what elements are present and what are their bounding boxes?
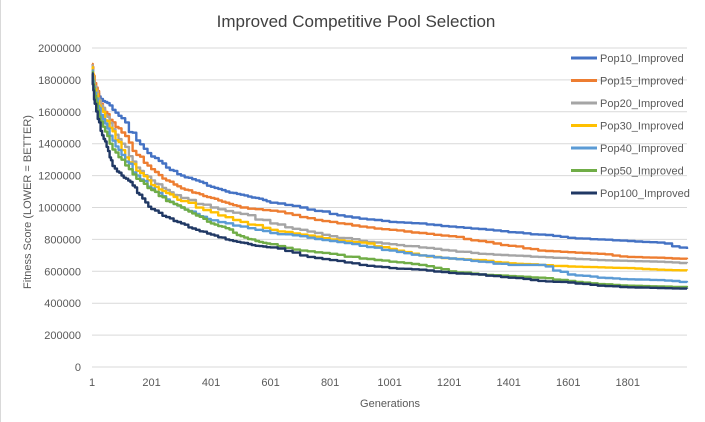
y-tick-label: 2000000 <box>38 43 81 55</box>
legend-entry: Pop20_Improved <box>571 98 684 110</box>
legend-label: Pop15_Improved <box>600 76 684 88</box>
y-tick-label: 1000000 <box>38 203 81 215</box>
x-tick-label: 601 <box>261 377 279 389</box>
x-tick-label: 801 <box>321 377 339 389</box>
x-tick-label: 1601 <box>556 377 580 389</box>
series-line <box>91 64 689 265</box>
y-tick-label: 200000 <box>44 330 81 342</box>
legend-entry: Pop30_Improved <box>571 121 684 133</box>
y-tick-label: 1800000 <box>38 75 81 87</box>
series-line <box>91 72 689 290</box>
x-axis-ticks: 1 201 401 601 801 1001 1201 1401 1601 1801 <box>89 377 640 389</box>
series-line <box>91 70 689 289</box>
y-tick-label: 1400000 <box>38 139 81 151</box>
legend-label: Pop40_Improved <box>600 143 684 155</box>
chart-title: Improved Competitive Pool Selection <box>217 12 496 31</box>
legend-entry: Pop40_Improved <box>571 143 684 155</box>
legend-entry: Pop100_Improved <box>571 188 690 200</box>
gridlines <box>92 47 687 336</box>
y-tick-label: 1600000 <box>38 107 81 119</box>
legend-entry: Pop15_Improved <box>571 76 684 88</box>
x-tick-label: 401 <box>202 377 220 389</box>
legend-label: Pop20_Improved <box>600 98 684 110</box>
legend-label: Pop100_Improved <box>600 188 690 200</box>
y-tick-label: 0 <box>75 362 81 374</box>
x-axis-label: Generations <box>360 398 420 410</box>
legend: Pop10_Improved Pop15_Improved Pop20_Improv… <box>571 53 690 200</box>
x-tick-label: 201 <box>142 377 160 389</box>
legend-label: Pop30_Improved <box>600 121 684 133</box>
y-axis-label: Fitness Score (LOWER = BETTER) <box>22 115 34 289</box>
y-tick-label: 800000 <box>44 234 81 246</box>
y-axis-ticks: 0 200000 400000 600000 800000 1000000 1200000 1… <box>38 43 81 374</box>
y-tick-label: 400000 <box>44 298 81 310</box>
x-tick-label: 1801 <box>616 377 640 389</box>
series-line <box>91 62 689 260</box>
x-tick-label: 1201 <box>437 377 461 389</box>
legend-entry: Pop10_Improved <box>571 53 684 65</box>
y-tick-label: 600000 <box>44 266 81 278</box>
series-lines <box>91 62 689 290</box>
y-tick-label: 1200000 <box>38 171 81 183</box>
series-line <box>91 67 689 249</box>
x-tick-label: 1001 <box>377 377 401 389</box>
legend-entry: Pop50_Improved <box>571 166 684 178</box>
x-tick-label: 1 <box>89 377 95 389</box>
x-tick-label: 1401 <box>496 377 520 389</box>
legend-label: Pop10_Improved <box>600 53 684 65</box>
legend-label: Pop50_Improved <box>600 166 684 178</box>
